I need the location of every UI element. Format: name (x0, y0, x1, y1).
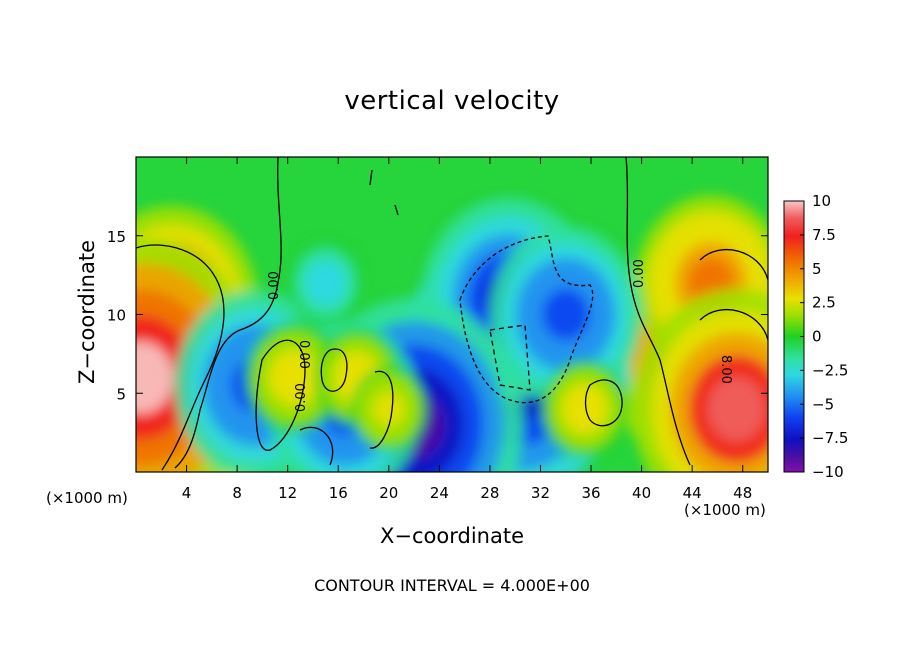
x-tick-label: 20 (379, 484, 398, 502)
colorbar-tick-label: −7.5 (812, 429, 848, 447)
x-unit-label-right: (×1000 m) (684, 501, 766, 519)
chart-title: vertical velocity (344, 86, 560, 116)
x-tick-label: 8 (232, 484, 242, 502)
y-axis-ticks: 5 10 15 (107, 228, 768, 403)
field-feature-16-ring-1 (310, 266, 342, 300)
field-feature-5-ring-1 (707, 376, 766, 442)
velocity-field (136, 195, 768, 472)
contour-label-1: 0.00 (267, 271, 282, 300)
y-tick-label: 10 (107, 307, 126, 325)
x-tick-label: 28 (480, 484, 499, 502)
x-tick-label: 48 (733, 484, 752, 502)
x-unit-label-left: (×1000 m) (46, 489, 128, 507)
field-feature-14-ring-1 (373, 392, 405, 426)
x-tick-label: 36 (581, 484, 600, 502)
field-feature-2-ring-1 (136, 341, 174, 414)
y-tick-label: 15 (107, 228, 126, 246)
colorbar-tick-label: −10 (812, 463, 844, 481)
colorbar-tick-label: 2.5 (812, 294, 836, 312)
contour-label-5: 8.00 (718, 355, 733, 384)
x-axis-ticks: 4 8 12 16 20 24 28 32 36 40 44 48 (182, 157, 752, 502)
colorbar-ticks: 10 7.5 5 2.5 0 −2.5 −5 −7.5 −10 (800, 192, 848, 481)
x-tick-label: 4 (182, 484, 192, 502)
x-tick-label: 12 (278, 484, 297, 502)
x-tick-label: 24 (430, 484, 449, 502)
colorbar-tick-label: 5 (812, 260, 822, 278)
x-tick-label: 44 (683, 484, 702, 502)
colorbar-tick-label: −2.5 (812, 361, 848, 379)
x-tick-label: 16 (329, 484, 348, 502)
x-tick-label: 40 (632, 484, 651, 502)
y-tick-label: 5 (116, 385, 126, 403)
contour-label-4: 0.00 (296, 340, 311, 369)
colorbar-tick-label: −5 (812, 395, 834, 413)
field-feature-8-ring-1 (542, 288, 589, 341)
colorbar-tick-label: 0 (812, 328, 822, 346)
contour-label-2: 0.00 (294, 383, 309, 412)
colorbar-tick-label: 7.5 (812, 226, 836, 244)
contour-label-3: 0.00 (632, 259, 647, 288)
field-feature-12-ring-1 (276, 358, 312, 397)
y-axis-label: Z−coordinate (75, 240, 99, 384)
field-feature-15-ring-1 (568, 391, 602, 427)
contour-interval-note: CONTOUR INTERVAL = 4.000E+00 (314, 576, 590, 595)
contour-lines (136, 157, 768, 471)
x-tick-label: 32 (531, 484, 550, 502)
colorbar-tick-label: 10 (812, 192, 831, 210)
x-axis-label: X−coordinate (380, 524, 524, 548)
